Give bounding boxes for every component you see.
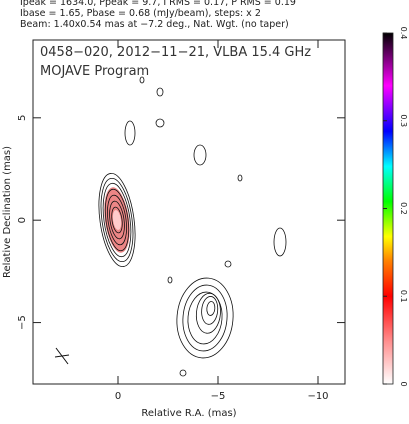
x-tick-label: 0 [115, 391, 121, 402]
map-title: 0458−020, 2012−11−21, VLBA 15.4 GHz [40, 45, 311, 60]
y-axis-label: Relative Declination (mas) [2, 146, 13, 278]
header-line: Ipeak = 1634.0, Ppeak = 9.7, I RMS = 0.1… [20, 0, 296, 8]
colorbar-tick-label: 0.3 [399, 114, 408, 127]
header-line: Beam: 1.40x0.54 mas at −7.2 deg., Nat. W… [20, 19, 289, 30]
colorbar-tick-label: 0.4 [399, 27, 408, 40]
header-line: Ibase = 1.65, Pbase = 0.68 (mJy/beam), s… [20, 8, 261, 19]
colorbar-tick-label: 0.1 [399, 290, 408, 303]
plot-frame [32, 39, 346, 385]
x-axis-label: Relative R.A. (mas) [141, 408, 236, 419]
y-tick-label: 5 [17, 115, 28, 121]
colorbar-tick-label: 0 [399, 381, 408, 386]
x-tick-label: −10 [307, 391, 328, 402]
x-tick-label: −5 [211, 391, 226, 402]
colorbar-tick-label: 0.2 [399, 202, 408, 215]
contours [54, 76, 287, 377]
map-subtitle: MOJAVE Program [40, 64, 149, 79]
y-tick-label: −5 [17, 315, 28, 330]
y-tick-label: 0 [17, 217, 28, 223]
